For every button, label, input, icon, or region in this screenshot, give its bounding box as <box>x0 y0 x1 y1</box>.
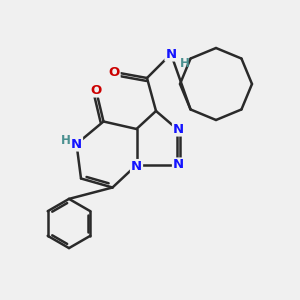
Text: H: H <box>61 134 71 148</box>
Text: N: N <box>131 160 142 173</box>
Text: N: N <box>173 122 184 136</box>
Text: N: N <box>173 158 184 172</box>
Text: H: H <box>180 56 189 70</box>
Text: O: O <box>90 83 102 97</box>
Text: N: N <box>71 137 82 151</box>
Text: O: O <box>108 65 120 79</box>
Text: N: N <box>165 47 177 61</box>
